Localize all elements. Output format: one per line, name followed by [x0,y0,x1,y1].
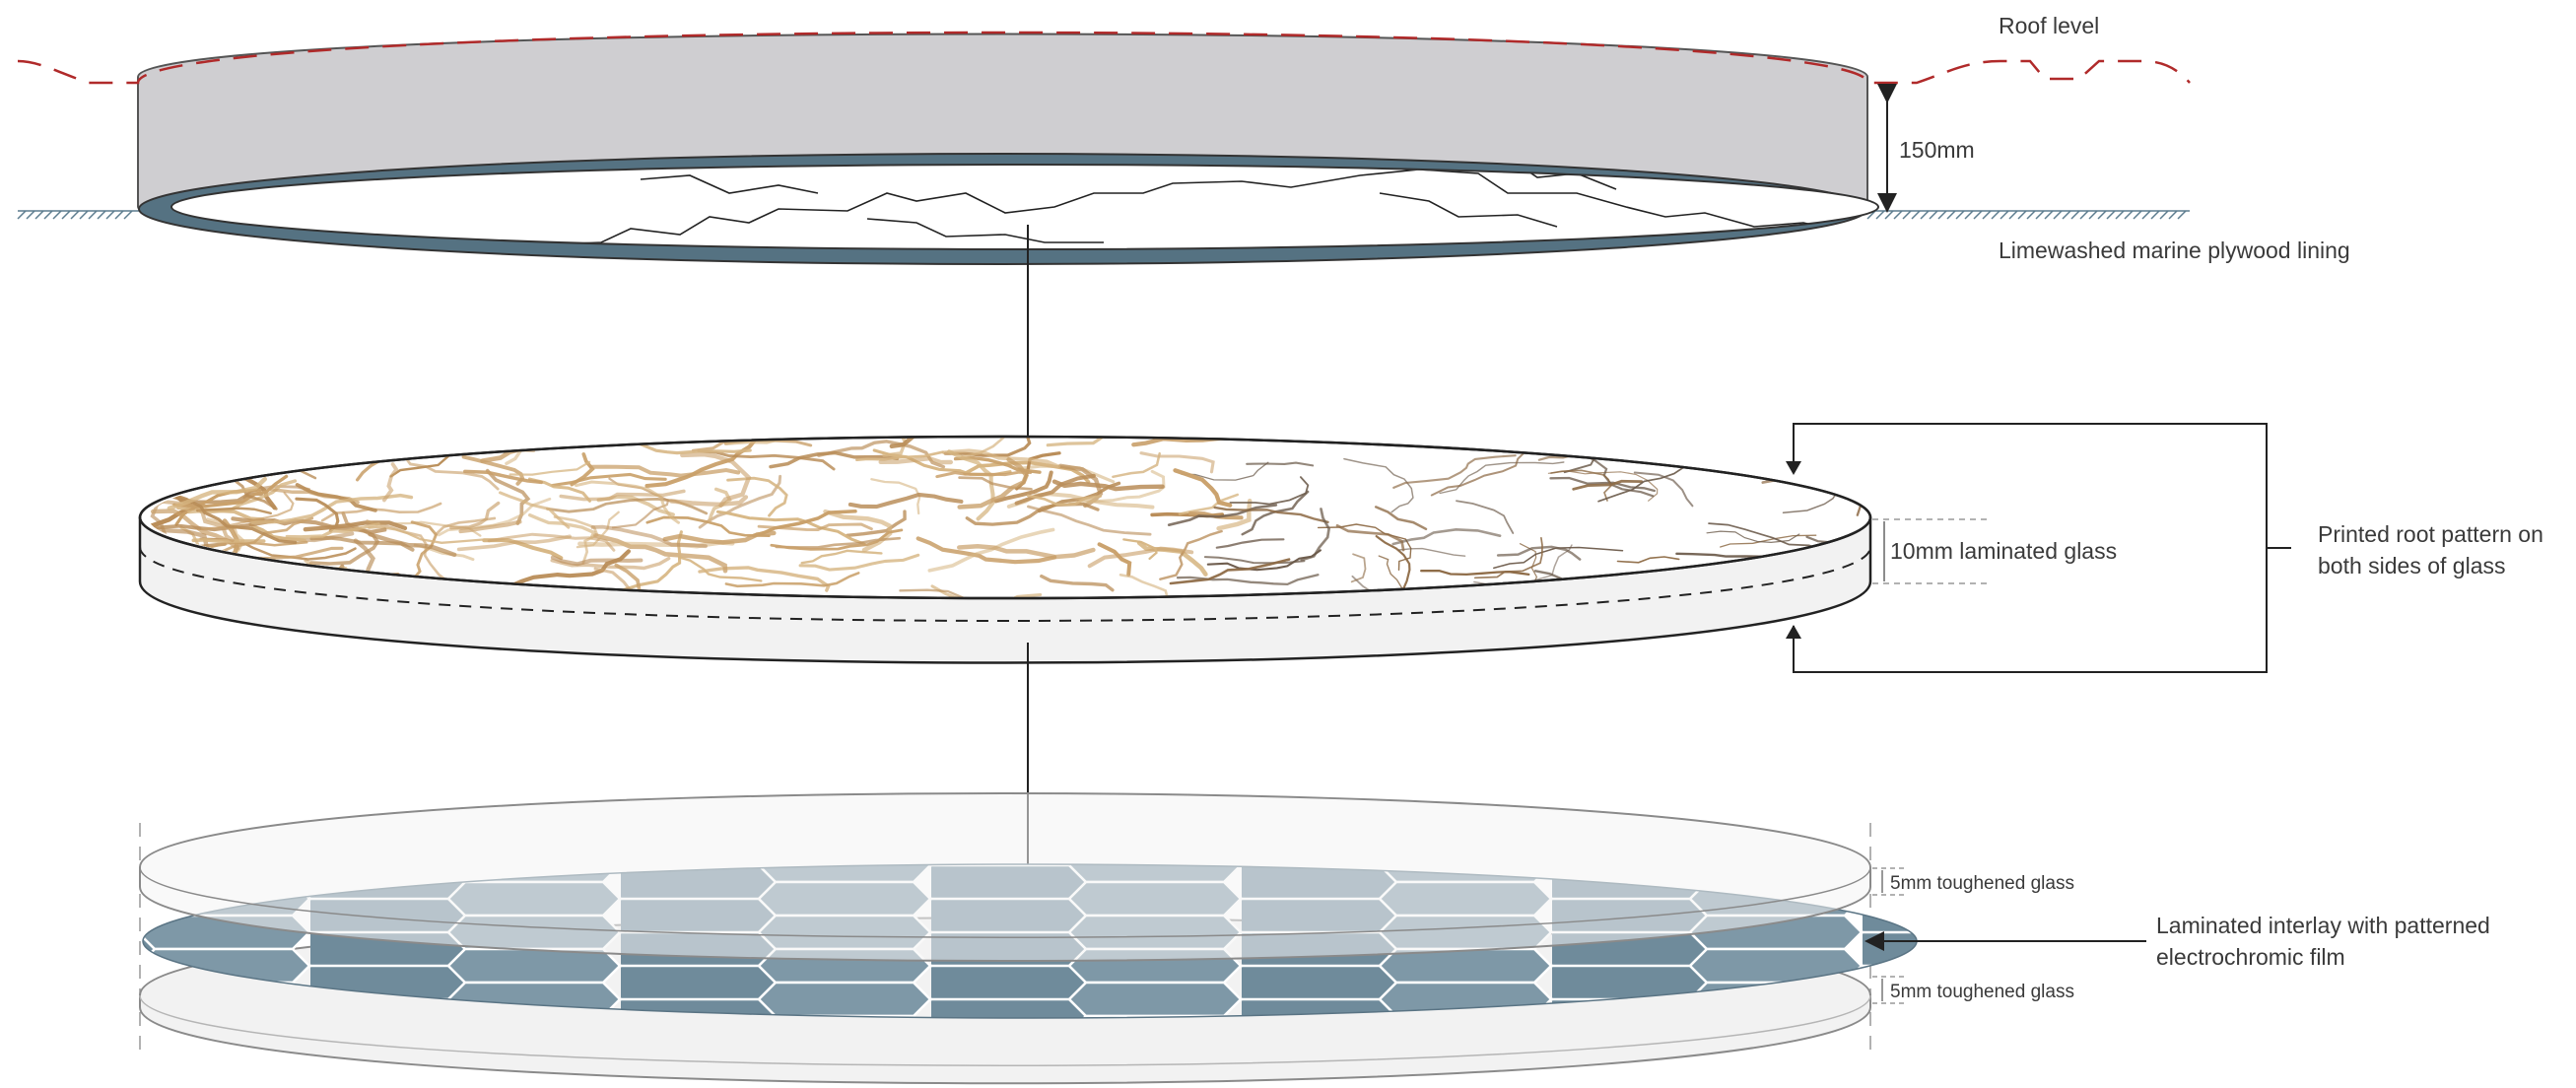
roof-level-label: Roof level [1999,13,2099,38]
glass-hidden-line [139,546,1871,622]
toughened-top-label: 5mm toughened glass [1890,873,2074,894]
printed-root-label-2: both sides of glass [2318,553,2506,578]
bracket-arrow-down [1786,461,1801,475]
electrochromic-laminate [139,792,1918,1085]
dim-5mm-top [1872,867,1907,896]
roof-hatch-left [17,210,140,220]
upstand-opening [170,164,1879,250]
interlay-label-2: electrochromic film [2156,944,2345,970]
printed-root-label-1: Printed root pattern on [2318,521,2543,547]
roof-hatch-right [1866,210,2190,220]
plywood-lining-label: Limewashed marine plywood lining [1999,238,2350,263]
dim-150-label: 150mm [1899,137,1975,163]
printed-root-bracket [1793,423,2291,673]
laminated-glass-disc [138,435,1872,664]
top-glass-pane [139,792,1871,962]
interlay-label-1: Laminated interlay with patterned [2156,913,2490,938]
toughened-bottom-label: 5mm toughened glass [1890,982,2074,1002]
glass-10mm-label: 10mm laminated glass [1890,538,2117,564]
roof-upstand [17,31,2191,265]
dim-5mm-bottom [1872,976,1907,1004]
dim-10mm [1872,518,1991,584]
bracket-arrow-up [1786,625,1801,639]
roof-level-line [17,31,2191,85]
